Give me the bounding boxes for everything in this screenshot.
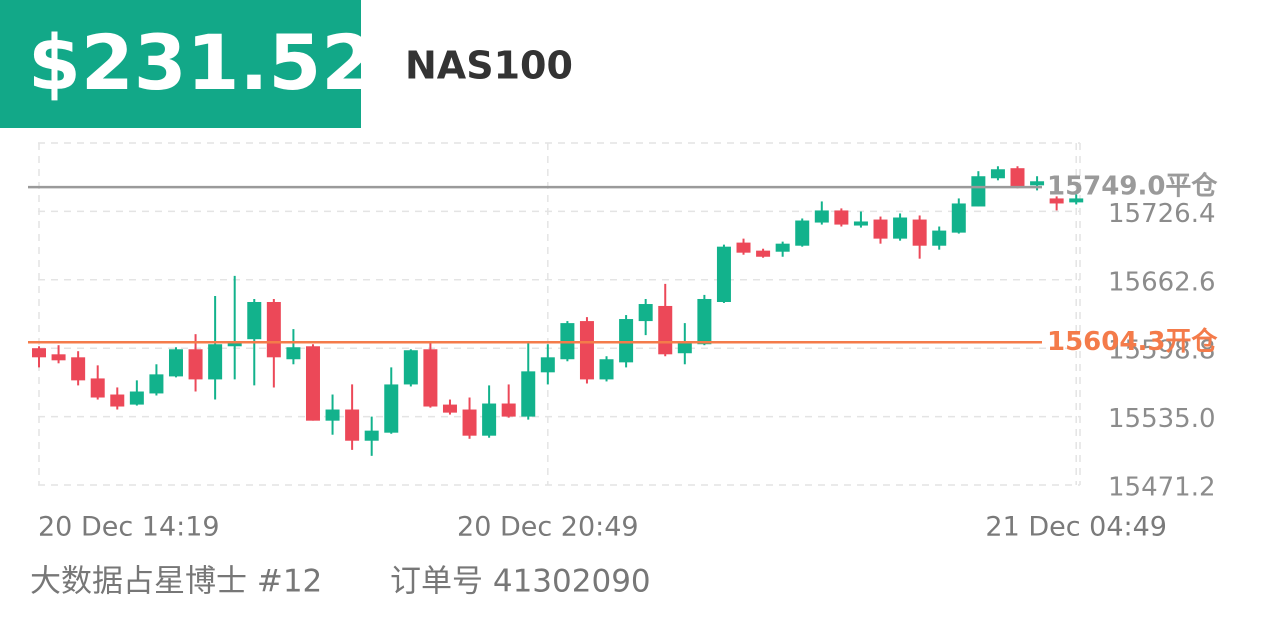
candle-body [110, 394, 125, 407]
symbol: NAS100 [405, 44, 573, 88]
candle-body [403, 350, 418, 385]
candle-body [638, 304, 653, 322]
candle-body [71, 357, 86, 381]
level-label: 15604.3开仓 [1047, 326, 1218, 357]
candle-body [32, 348, 46, 358]
y-tick-label: 15726.4 [1108, 199, 1216, 229]
level-label: 15749.0平仓 [1047, 171, 1218, 202]
candle-body [873, 219, 888, 239]
candle-body [834, 210, 849, 225]
candle-body [364, 430, 379, 441]
y-tick-label: 15535.0 [1108, 404, 1216, 434]
candle-body [482, 403, 497, 436]
candle-body [971, 176, 986, 207]
candle-body [658, 305, 673, 355]
candle-body [1049, 198, 1064, 204]
candle-body [756, 250, 771, 257]
candle-body [51, 354, 66, 361]
y-tick-label: 15471.2 [1108, 473, 1216, 503]
order-number: 订单号 41302090 [390, 564, 651, 600]
candle-body [893, 217, 908, 239]
candle-body [795, 220, 810, 246]
candle-body [325, 409, 340, 421]
candle-body [521, 371, 536, 417]
candle-body [990, 169, 1005, 179]
candle-body [90, 378, 105, 398]
candle-body [423, 349, 438, 407]
candle-body [853, 221, 868, 226]
candle-body [697, 298, 712, 345]
x-tick-label: 21 Dec 04:49 [985, 512, 1167, 543]
candle-body [247, 301, 262, 340]
x-tick-label: 20 Dec 20:49 [457, 512, 639, 543]
candle-body [149, 374, 164, 394]
candle-body [579, 321, 594, 380]
candle-body [345, 409, 360, 441]
price-badge [0, 0, 361, 128]
candle-body [1069, 198, 1084, 203]
candle-body [540, 357, 555, 373]
candle-body [619, 319, 634, 363]
candle-body [286, 347, 301, 360]
candle-body [208, 344, 223, 380]
candle-body [384, 384, 399, 433]
y-tick-label: 15662.6 [1108, 267, 1216, 297]
candle-body [462, 409, 477, 436]
candle-body [227, 341, 242, 347]
candle-body [716, 246, 731, 302]
x-tick-label: 20 Dec 14:19 [38, 512, 220, 543]
candle-body [305, 346, 320, 421]
candle-body [951, 203, 966, 233]
candle-body [932, 230, 947, 246]
candle-body [775, 243, 790, 252]
candle-body [736, 242, 751, 253]
candle-body [501, 403, 516, 417]
y-tick-label: 15598.8 [1108, 336, 1216, 366]
candle-body [442, 404, 457, 413]
candle-body [266, 301, 281, 358]
candle-body [188, 349, 203, 380]
candle-body [168, 349, 183, 377]
candle-body [129, 391, 144, 405]
candle-body [912, 219, 927, 246]
candle-body [1010, 168, 1025, 187]
account-name: 大数据占星博士 #12 [30, 564, 322, 600]
candle-body [1030, 181, 1045, 186]
candle-body [677, 342, 692, 354]
candle-body [814, 210, 829, 223]
price: $231.52 [28, 18, 374, 107]
candle-body [599, 359, 614, 380]
